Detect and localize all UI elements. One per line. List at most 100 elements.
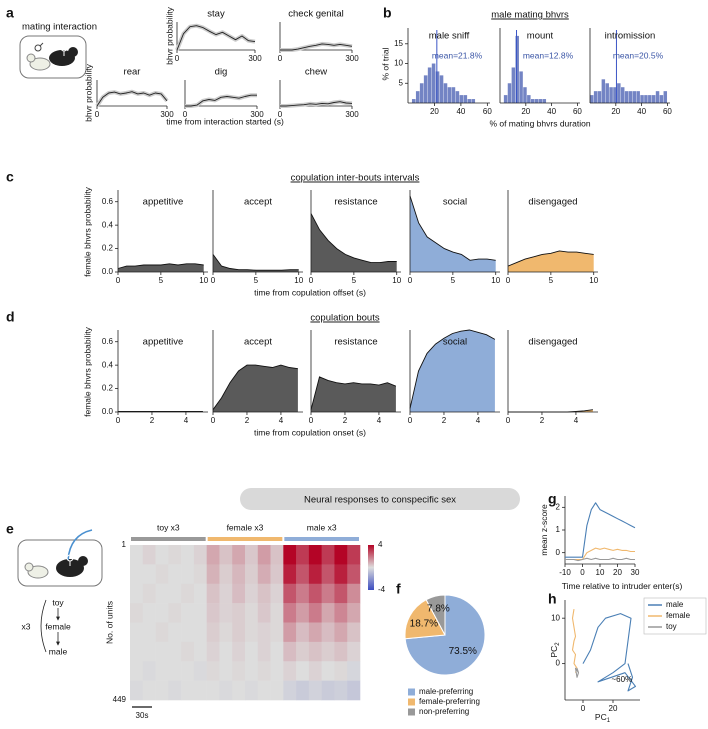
legend-label: female-preferring bbox=[419, 697, 480, 706]
heatmap-cell bbox=[219, 583, 233, 604]
line bbox=[565, 502, 636, 558]
heatmap-cell bbox=[334, 680, 348, 701]
area-edge bbox=[212, 254, 299, 271]
x-tick-label: 2 bbox=[245, 416, 250, 425]
legend-swatch bbox=[408, 708, 415, 716]
x-tick-label: 40 bbox=[547, 107, 556, 116]
heatmap-cell bbox=[283, 680, 297, 701]
heatmap-cell bbox=[168, 641, 182, 662]
y-axis-label: bhvr probability bbox=[83, 63, 93, 121]
x-axis-label: Time relative to intruder enter(s) bbox=[562, 581, 683, 591]
legend-swatch bbox=[408, 688, 415, 696]
repeat-label: x3 bbox=[22, 621, 31, 631]
heatmap-cell bbox=[270, 545, 284, 565]
histogram-bar bbox=[590, 95, 594, 103]
histogram-bar bbox=[503, 95, 508, 103]
y-axis-label-subscript: 2 bbox=[555, 642, 561, 646]
subplot-title: appetitive bbox=[143, 197, 184, 208]
y-axis-label-text: mean z-score bbox=[539, 504, 549, 556]
subplot-title: mount bbox=[527, 31, 554, 42]
heatmap-cell bbox=[130, 545, 144, 565]
heatmap-cell bbox=[321, 641, 335, 662]
heatmap-cell bbox=[142, 622, 156, 643]
x-tick-label: 20 bbox=[611, 107, 620, 116]
heatmap-cell bbox=[334, 622, 348, 643]
x-tick-label: 0 bbox=[278, 110, 283, 119]
subplot-title: accept bbox=[244, 337, 272, 348]
heatmap-cell bbox=[232, 564, 246, 585]
subplot-title: social bbox=[443, 197, 467, 208]
x-tick-label: 0 bbox=[211, 416, 216, 425]
heatmap-cell bbox=[334, 641, 348, 662]
histogram-bar bbox=[593, 91, 598, 103]
heatmap-cell bbox=[181, 583, 195, 604]
histogram-bar bbox=[439, 75, 444, 103]
colorbar-tick-label: -4 bbox=[378, 585, 386, 594]
sequence-step: female bbox=[45, 621, 71, 631]
heatmap-cell bbox=[270, 661, 284, 681]
panel-title: copulation inter-bouts intervals bbox=[291, 173, 420, 184]
x-tick-label: 5 bbox=[254, 276, 259, 285]
banner-text: Neural responses to conspecific sex bbox=[304, 495, 456, 506]
area bbox=[410, 330, 495, 412]
x-tick-label: 4 bbox=[184, 416, 189, 425]
y-tick-label: 15 bbox=[394, 39, 403, 48]
heatmap-cell bbox=[245, 603, 259, 623]
heatmap-cell bbox=[130, 583, 144, 604]
heatmap-cell bbox=[130, 641, 144, 662]
heatmap-cell bbox=[347, 680, 361, 701]
x-tick-label: 20 bbox=[430, 107, 439, 116]
heatmap-cell bbox=[142, 641, 156, 662]
subplot-title: disengaged bbox=[528, 197, 577, 208]
heatmap-cell bbox=[181, 603, 195, 623]
histogram-bar bbox=[613, 87, 617, 103]
x-tick-label: 4 bbox=[377, 416, 382, 425]
x-tick-label: 0 bbox=[95, 110, 100, 119]
panel-letter: b bbox=[383, 5, 392, 21]
heatmap-cell bbox=[270, 641, 284, 662]
heatmap-cell bbox=[283, 603, 297, 623]
x-tick-label: 2 bbox=[343, 416, 348, 425]
x-tick-label: 40 bbox=[637, 107, 646, 116]
x-tick-label: 0 bbox=[183, 110, 188, 119]
y-tick-label: 0 bbox=[556, 659, 561, 668]
heatmap-cell bbox=[219, 680, 233, 701]
x-tick-label: 0 bbox=[581, 704, 586, 713]
panel-title: male mating bhvrs bbox=[491, 10, 569, 21]
histogram-bar bbox=[534, 99, 539, 103]
y-tick-label: 2 bbox=[556, 502, 561, 511]
subplot-title: stay bbox=[207, 9, 225, 20]
x-tick-label: 0 bbox=[116, 276, 121, 285]
x-tick-label: 300 bbox=[248, 54, 262, 63]
heatmap-cell bbox=[142, 661, 156, 681]
x-tick-label: 0 bbox=[580, 568, 585, 577]
line-band bbox=[185, 93, 257, 108]
legend-label: toy bbox=[666, 622, 677, 631]
heatmap-cell bbox=[155, 545, 169, 565]
y-tick-label: 10 bbox=[394, 59, 403, 68]
heatmap-cell bbox=[308, 583, 322, 604]
panel-letter: h bbox=[548, 591, 557, 607]
heatmap-cell bbox=[321, 564, 335, 585]
heatmap-cell bbox=[283, 641, 297, 662]
subplot-title: resistance bbox=[334, 197, 377, 208]
heatmap-cell bbox=[232, 641, 246, 662]
line bbox=[96, 91, 168, 107]
x-tick-label: 10 bbox=[491, 276, 500, 285]
heatmap-cell bbox=[283, 564, 297, 585]
heatmap-cell bbox=[245, 680, 259, 701]
heatmap-cell bbox=[296, 661, 310, 681]
subplot-title: dig bbox=[215, 67, 228, 78]
heatmap-cell bbox=[296, 641, 310, 662]
x-axis-label: PC1 bbox=[595, 712, 611, 723]
heatmap-cell bbox=[168, 545, 182, 565]
histogram-bar bbox=[609, 87, 613, 103]
x-tick-label: 60 bbox=[663, 107, 672, 116]
subplot-title: check genital bbox=[288, 9, 343, 20]
heatmap-cell bbox=[130, 603, 144, 623]
histogram-bar bbox=[435, 71, 440, 103]
heatmap-cell bbox=[321, 680, 335, 701]
histogram-bar bbox=[415, 91, 420, 103]
